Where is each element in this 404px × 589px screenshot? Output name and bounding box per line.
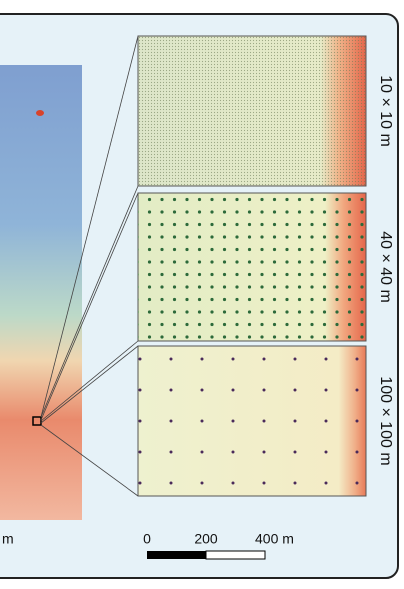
panel-label: 100 × 100 m <box>377 376 394 465</box>
scale-label: 0 <box>143 531 151 547</box>
panel-label: 40 × 40 m <box>377 231 394 303</box>
panel-label: 10 × 10 m <box>377 75 394 147</box>
scale-label: 200 <box>194 531 218 547</box>
elevation-map <box>0 65 82 520</box>
panel <box>138 193 366 341</box>
figure: 10 × 10 m 40 × 40 m 100 × 100 m m 0 200 … <box>0 0 404 589</box>
map-peak <box>36 110 44 116</box>
panel <box>138 346 366 496</box>
scale-label: 400 m <box>255 531 294 547</box>
panel <box>138 36 366 186</box>
scale-bar <box>147 551 265 559</box>
map-scale-label: m <box>2 531 14 547</box>
